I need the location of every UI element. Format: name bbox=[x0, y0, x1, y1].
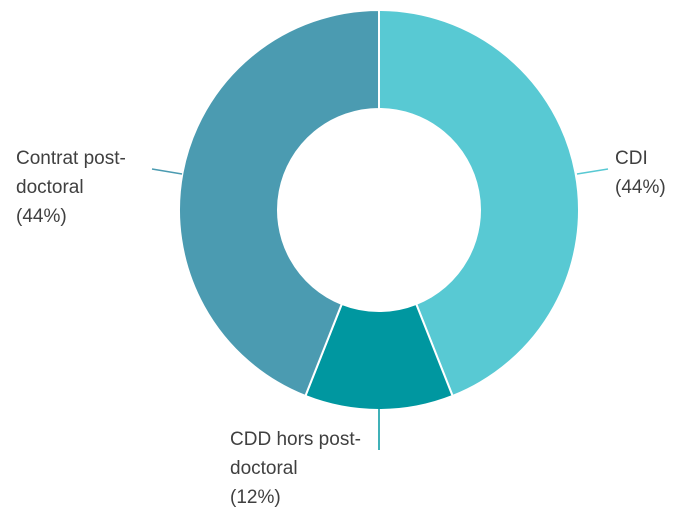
slice-label-contrat-post-doctoral: Contrat post-doctoral (44%) bbox=[16, 148, 126, 227]
slice-label-line: doctoral bbox=[230, 458, 298, 479]
slice-label-line: Contrat post- bbox=[16, 148, 126, 169]
donut-slices bbox=[178, 8, 580, 411]
slice-label-cdd-hors-post-doctoral: CDD hors post-doctoral (12%) bbox=[230, 429, 361, 508]
slice-labels: CDI (44%) CDD hors post-doctoral (12%) Contr… bbox=[16, 148, 666, 508]
donut-slice-cdi bbox=[378, 8, 580, 398]
slice-label-line: (12%) bbox=[230, 487, 281, 508]
slice-label-cdi: CDI (44%) bbox=[615, 148, 666, 198]
slice-label-line: (44%) bbox=[16, 206, 67, 227]
slice-label-line: (44%) bbox=[615, 177, 666, 198]
leader-line-contrat-post-doctoral bbox=[151, 168, 183, 175]
slice-label-line: CDD hors post- bbox=[230, 429, 361, 450]
leader-lines bbox=[151, 168, 609, 450]
donut-slice-contrat-post-doctoral bbox=[178, 8, 380, 398]
leader-line-cdi bbox=[576, 168, 609, 175]
slice-label-line: doctoral bbox=[16, 177, 84, 198]
slice-label-line: CDI bbox=[615, 148, 648, 169]
